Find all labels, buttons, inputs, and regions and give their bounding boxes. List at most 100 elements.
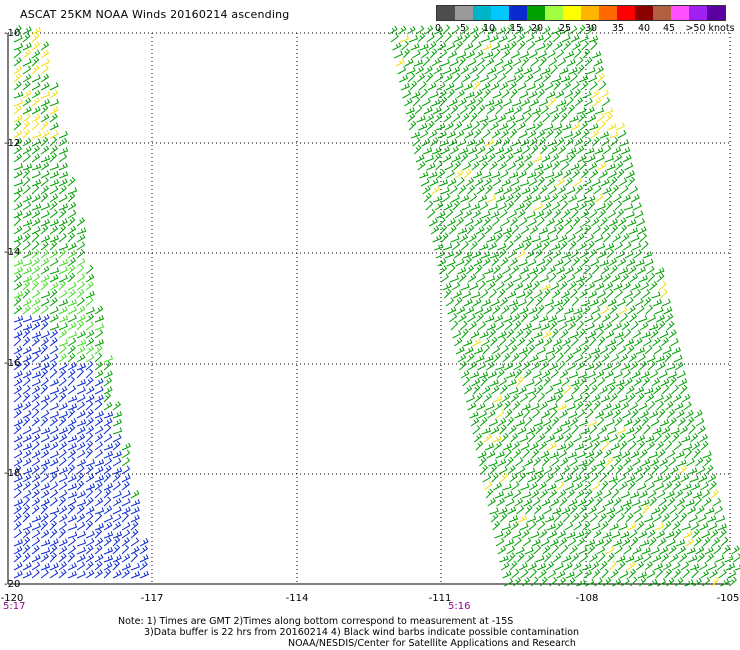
wind-barb	[611, 402, 621, 411]
wind-barb	[570, 336, 579, 347]
wind-barb	[13, 418, 23, 427]
wind-barb	[22, 137, 32, 147]
wind-barb	[562, 425, 571, 435]
wind-barb	[605, 288, 614, 299]
wind-barb	[526, 296, 535, 307]
wind-barb	[464, 346, 474, 355]
wind-barb	[40, 257, 50, 267]
wind-barb	[601, 265, 610, 275]
wind-barb	[496, 497, 506, 507]
wind-barb	[661, 298, 671, 307]
wind-barb	[520, 312, 529, 323]
wind-barb	[49, 569, 59, 579]
wind-barb	[58, 513, 68, 523]
wind-barb	[103, 521, 113, 531]
wind-barb	[22, 184, 31, 195]
wind-barb	[40, 489, 50, 499]
wind-barb	[628, 353, 637, 363]
wind-barb	[485, 57, 495, 67]
wind-barb	[58, 153, 68, 163]
wind-barb	[654, 394, 664, 403]
wind-barb	[609, 392, 618, 403]
wind-barb	[94, 323, 105, 331]
wind-barb	[636, 392, 645, 403]
wind-barb	[400, 82, 410, 91]
legend-tick-label: 10	[482, 23, 496, 34]
wind-barb	[13, 201, 23, 211]
wind-barb	[505, 371, 516, 379]
wind-barb	[31, 170, 41, 179]
wind-barb	[112, 401, 122, 411]
wind-barb	[112, 554, 122, 563]
wind-barb	[575, 401, 584, 411]
wind-barb	[130, 546, 140, 555]
wind-barb	[649, 496, 658, 507]
wind-barb	[428, 171, 438, 179]
wind-barb	[509, 216, 518, 227]
wind-barb	[616, 168, 625, 179]
wind-barb	[711, 576, 720, 587]
lon-label: -108	[575, 593, 599, 604]
wind-barb	[22, 288, 31, 299]
wind-barb	[22, 481, 31, 491]
wind-barb	[443, 243, 453, 251]
wind-barb	[588, 505, 597, 515]
wind-barb	[631, 408, 639, 419]
wind-barb	[588, 465, 597, 475]
wind-barb	[536, 42, 546, 51]
wind-barb	[702, 450, 712, 459]
wind-barb	[482, 129, 491, 139]
wind-barb	[626, 474, 636, 483]
wind-barb	[579, 74, 589, 83]
wind-barb	[689, 563, 700, 571]
wind-barb	[581, 256, 590, 267]
wind-barb	[94, 553, 104, 563]
wind-barb	[472, 298, 482, 307]
wind-barb	[607, 209, 616, 219]
wind-barb	[76, 273, 86, 283]
wind-barb	[67, 523, 78, 531]
wind-barb	[668, 417, 677, 427]
wind-barb	[40, 161, 50, 171]
wind-barb	[654, 432, 662, 443]
wind-barb	[589, 298, 599, 307]
wind-barb	[49, 353, 59, 363]
wind-barb	[626, 170, 635, 179]
wind-barb	[458, 272, 467, 283]
wind-barb	[653, 562, 664, 571]
wind-barb	[535, 81, 545, 91]
wind-barb	[504, 146, 513, 155]
wind-barb	[694, 496, 703, 507]
right-swath-wind-barbs	[388, 24, 740, 587]
wind-barb	[480, 160, 489, 171]
wind-barb	[636, 520, 645, 531]
wind-barb	[22, 298, 32, 307]
wind-barb	[545, 385, 554, 395]
wind-barb	[497, 417, 507, 427]
wind-barb	[622, 154, 632, 163]
wind-barb	[619, 440, 628, 451]
wind-barb	[646, 441, 655, 451]
wind-barb	[489, 336, 498, 347]
wind-barb	[482, 473, 492, 483]
wind-barb	[628, 265, 637, 275]
wind-barb	[49, 249, 59, 259]
wind-barb	[405, 106, 415, 115]
wind-barb	[534, 34, 544, 43]
wind-barb	[13, 290, 24, 299]
wind-barb	[67, 464, 76, 475]
wind-barb	[665, 401, 674, 411]
wind-barb	[515, 546, 525, 555]
wind-barb	[511, 481, 520, 491]
wind-barb	[40, 91, 51, 99]
wind-barb	[592, 481, 601, 491]
wind-barb	[474, 217, 483, 227]
lat-label: -18	[4, 468, 21, 479]
wind-barb	[85, 560, 94, 571]
wind-barb	[49, 441, 59, 451]
wind-barb	[656, 272, 665, 283]
wind-barb	[697, 514, 707, 523]
wind-barb	[67, 242, 77, 251]
wind-barb	[580, 512, 589, 523]
wind-barb	[578, 459, 588, 467]
